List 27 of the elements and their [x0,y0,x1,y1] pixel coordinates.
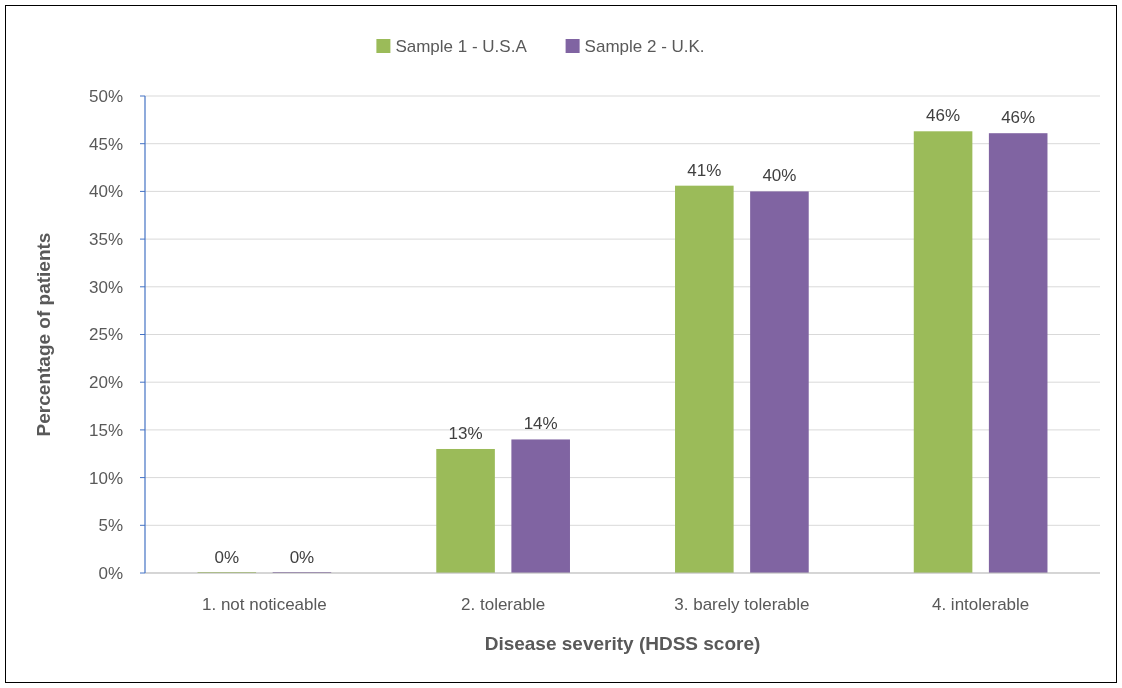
y-tick-label: 15% [88,420,123,440]
legend-label: Sample 2 - U.K. [584,36,705,56]
data-label: 13% [448,423,483,443]
y-tick-label: 40% [88,182,123,202]
data-label: 46% [926,106,961,126]
data-label: 41% [687,160,722,180]
data-label: 0% [289,548,315,567]
data-label: 40% [762,166,797,186]
y-tick-label: 5% [98,516,123,536]
y-tick-label: 50% [88,86,123,106]
x-tick-label: 3. barely tolerable [674,595,810,614]
y-tick-label: 30% [88,277,123,297]
y-tick-label: 10% [88,468,123,488]
x-tick-label: 2. tolerable [461,595,546,614]
x-axis-title: Disease severity (HDSS score) [484,633,761,654]
y-tick-label: 20% [88,373,123,393]
y-axis-title: Percentage of patients [33,232,54,437]
data-label: 46% [1001,108,1036,128]
y-tick-label: 45% [88,134,123,154]
x-tick-label: 4. intolerable [931,595,1030,614]
data-label: 0% [214,548,240,567]
y-tick-label: 35% [88,230,123,250]
legend-label: Sample 1 - U.S.A [395,36,528,56]
x-tick-label: 1. not noticeable [201,595,327,614]
y-tick-label: 25% [88,325,123,345]
data-label: 14% [523,414,558,434]
y-tick-label: 0% [98,563,123,583]
